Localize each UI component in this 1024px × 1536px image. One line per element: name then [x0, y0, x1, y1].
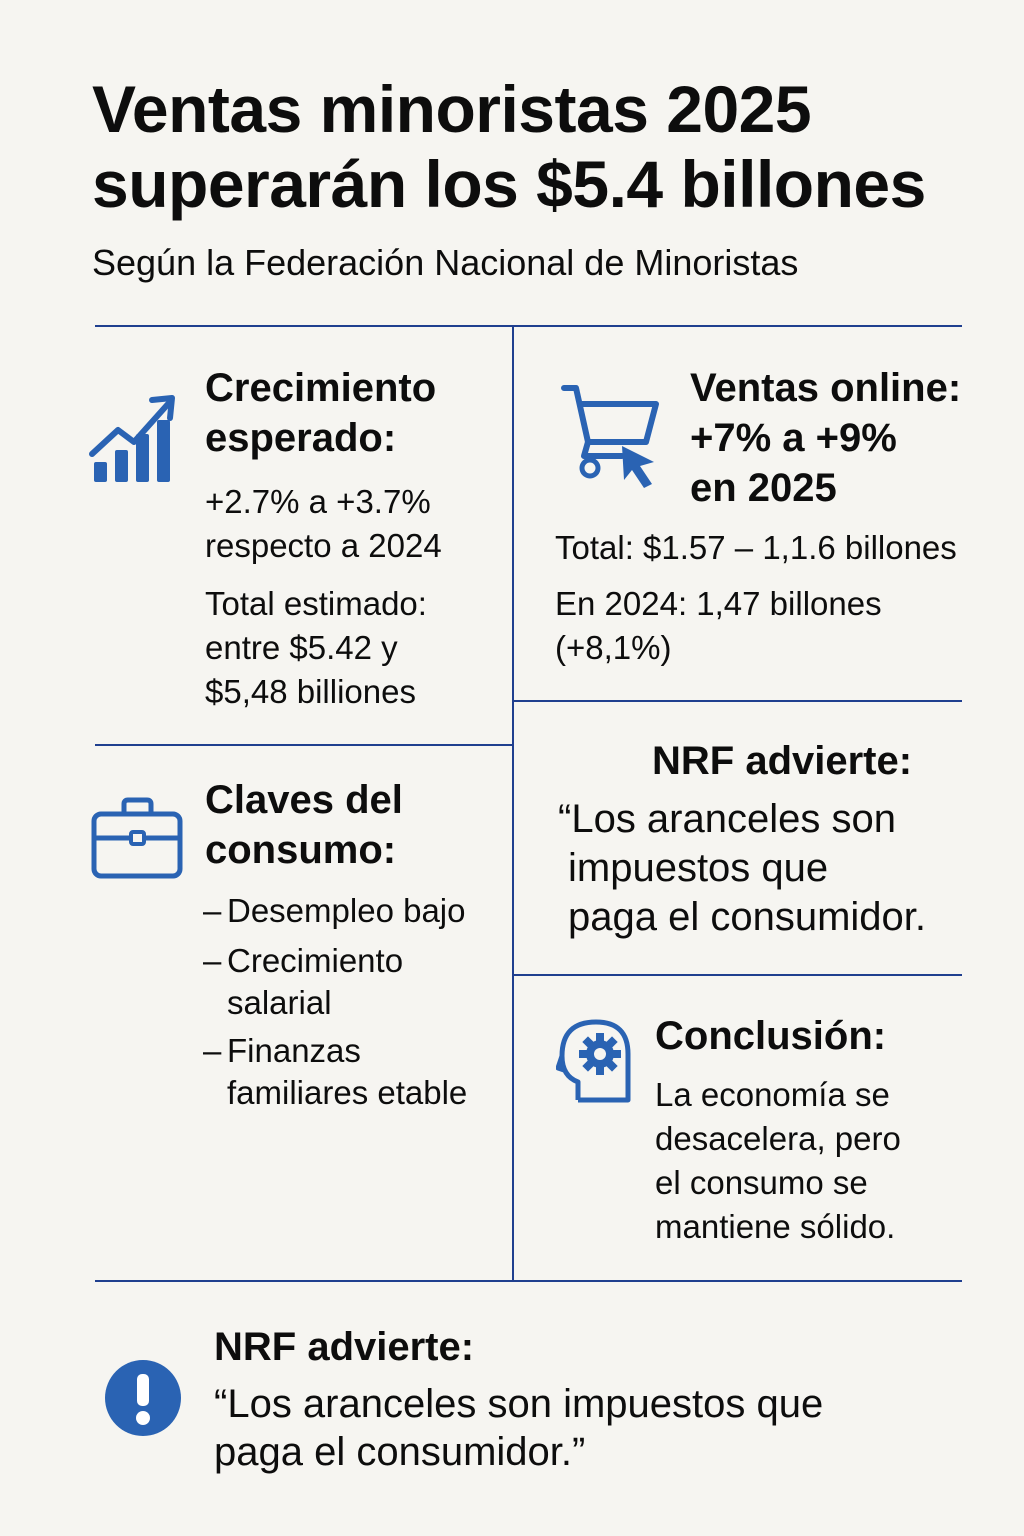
- keys-heading: Claves del consumo:: [205, 775, 403, 875]
- list-item: – Crecimiento salarial: [203, 940, 467, 1024]
- warning-bottom-quote-line-2: paga el consumidor.”: [214, 1430, 586, 1474]
- divider-bottom: [95, 1280, 962, 1282]
- online-previous-line-2: (+8,1%): [555, 629, 672, 666]
- page-subtitle: Según la Federación Nacional de Minorist…: [92, 242, 799, 283]
- online-heading: Ventas online: +7% a +9% en 2025: [690, 363, 961, 513]
- keys-heading-line-2: consumo:: [205, 828, 397, 872]
- conclusion-text: La economía se desacelera, pero el consu…: [655, 1073, 901, 1249]
- growth-total-line-2: entre $5.42 y: [205, 629, 398, 666]
- growth-total-line-3: $5,48 billiones: [205, 673, 416, 710]
- head-gear-icon: [556, 1016, 636, 1106]
- bullet-dash: –: [203, 1032, 222, 1069]
- online-heading-line-2: +7% a +9%: [690, 416, 897, 460]
- online-heading-line-1: Ventas online:: [690, 366, 962, 410]
- shopping-cart-icon: [560, 380, 664, 495]
- growth-total-line-1: Total estimado:: [205, 585, 427, 622]
- divider-left-middle: [95, 744, 513, 746]
- warning-mid-quote-line-1: “Los aranceles son: [558, 797, 896, 841]
- list-item-text: Crecimiento: [227, 942, 404, 979]
- keys-heading-line-1: Claves del: [205, 778, 403, 822]
- briefcase-icon: [90, 794, 185, 882]
- conclusion-text-line-2: desacelera, pero: [655, 1120, 901, 1157]
- bullet-dash: –: [203, 942, 222, 979]
- divider-right-2: [513, 974, 962, 976]
- exclamation-circle-icon: [103, 1358, 183, 1438]
- list-item-text: Desempleo bajo: [227, 892, 466, 929]
- warning-mid-quote-line-3: paga el consumidor.: [568, 895, 927, 939]
- warning-mid-quote: “Los aranceles son impuestos que paga el…: [558, 795, 926, 942]
- list-item: – Desempleo bajo: [203, 890, 467, 932]
- divider-right-1: [513, 700, 962, 702]
- list-item-text: salarial: [227, 984, 332, 1021]
- bullet-dash: –: [203, 892, 222, 929]
- conclusion-text-line-1: La economía se: [655, 1076, 890, 1113]
- divider-top: [95, 325, 962, 327]
- conclusion-text-line-3: el consumo se: [655, 1164, 868, 1201]
- online-previous: En 2024: 1,47 billones (+8,1%): [555, 582, 882, 670]
- warning-bottom-quote: “Los aranceles son impuestos que paga el…: [214, 1380, 823, 1476]
- warning-mid-quote-line-2: impuestos que: [568, 846, 829, 890]
- divider-vertical: [512, 326, 514, 1281]
- online-heading-line-3: en 2025: [690, 466, 837, 510]
- page-title: Ventas minoristas 2025 superarán los $5.…: [92, 72, 1012, 222]
- list-item-text: Finanzas: [227, 1032, 361, 1069]
- title-line-2: superarán los $5.4 billones: [92, 147, 926, 221]
- warning-bottom-heading: NRF advierte:: [214, 1325, 475, 1369]
- growth-range: +2.7% a +3.7% respecto a 2024: [205, 480, 442, 568]
- growth-total: Total estimado: entre $5.42 y $5,48 bill…: [205, 582, 427, 714]
- keys-list: – Desempleo bajo – Crecimiento salarial …: [203, 890, 467, 1114]
- list-item-text: familiares etable: [227, 1074, 468, 1111]
- warning-mid-heading: NRF advierte:: [652, 739, 913, 783]
- warning-bottom-quote-line-1: “Los aranceles son impuestos que: [214, 1382, 824, 1426]
- growth-heading-line-1: Crecimiento: [205, 366, 437, 410]
- growth-heading-line-2: esperado:: [205, 416, 397, 460]
- bar-chart-growth-icon: [88, 392, 178, 487]
- list-item: – Finanzas familiares etable: [203, 1030, 467, 1114]
- growth-range-line-1: +2.7% a +3.7%: [205, 483, 431, 520]
- growth-heading: Crecimiento esperado:: [205, 363, 436, 463]
- conclusion-text-line-4: mantiene sólido.: [655, 1208, 896, 1245]
- title-line-1: Ventas minoristas 2025: [92, 72, 812, 146]
- growth-range-line-2: respecto a 2024: [205, 527, 442, 564]
- conclusion-heading: Conclusión:: [655, 1014, 887, 1058]
- online-total: Total: $1.57 – 1,1.6 billones: [555, 529, 957, 566]
- online-previous-line-1: En 2024: 1,47 billones: [555, 585, 882, 622]
